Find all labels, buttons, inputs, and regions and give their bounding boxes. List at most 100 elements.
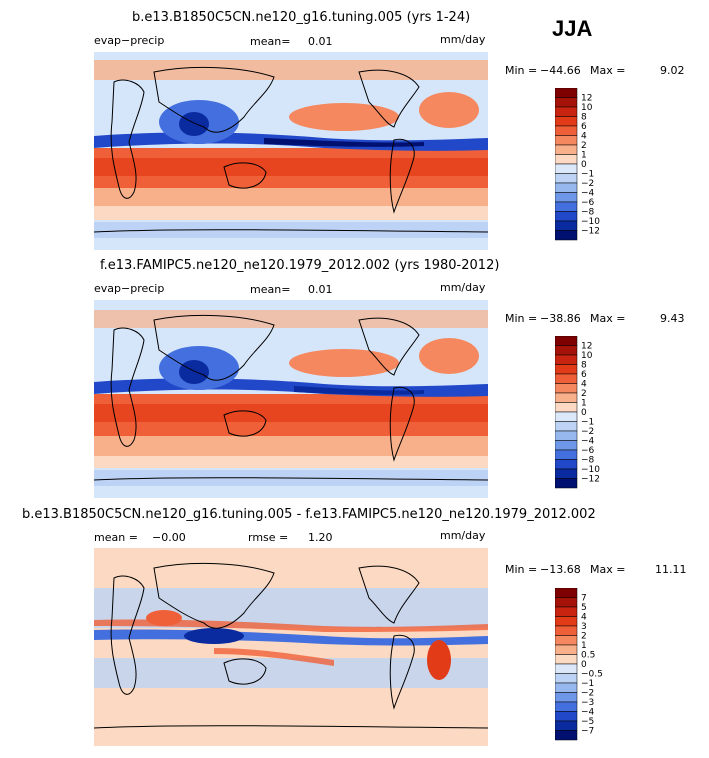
colorbar-tick-label: −8 (581, 208, 595, 218)
panel-1-title: b.e13.B1850C5CN.ne120_g16.tuning.005 (yr… (132, 10, 471, 25)
panel-2-min-value: −38.86 (540, 312, 581, 325)
panel-1-monsoon-core (179, 112, 209, 136)
colorbar-swatch (555, 211, 578, 222)
colorbar-tick-label: −10 (581, 217, 600, 227)
panel-2-max-value: 9.43 (660, 312, 685, 325)
colorbar-swatch (555, 625, 578, 636)
panel-2-min-label: Min = (505, 312, 538, 325)
panel-1-band (94, 206, 488, 220)
colorbar-swatch (555, 163, 578, 174)
colorbar-tick-label: 10 (581, 103, 593, 113)
colorbar-tick-label: −0.5 (581, 670, 603, 680)
panel-2-max-label: Max = (590, 312, 626, 325)
panel-3-min-label: Min = (505, 563, 538, 576)
colorbar-tick-label: 12 (581, 342, 592, 352)
panel-3-coastline (94, 725, 488, 729)
colorbar-tick-label: 4 (581, 132, 587, 142)
panel-3-min-value: −13.68 (540, 563, 581, 576)
colorbar-tick-label: 6 (581, 370, 587, 380)
panel-2-coastline (223, 410, 267, 437)
colorbar-tick-label: 2 (581, 389, 587, 399)
colorbar-swatch (555, 468, 578, 479)
panel-2-title: f.e13.FAMIPC5.ne120_ne120.1979_2012.002 … (100, 258, 500, 273)
panel-2-mean-value: 0.01 (308, 283, 333, 296)
colorbar-swatch (555, 106, 578, 117)
colorbar-swatch (555, 192, 578, 203)
panel-1-coastline (110, 79, 145, 199)
colorbar-swatch (555, 345, 578, 356)
panel-3-itcz-red (94, 619, 488, 632)
colorbar-swatch (555, 201, 578, 212)
panel-2-band (94, 310, 488, 328)
panel-1-coastline (94, 229, 488, 233)
panel-3-units: mm/day (440, 529, 486, 542)
colorbar-tick-label: 1 (581, 641, 587, 651)
colorbar-swatch (555, 135, 578, 146)
colorbar-tick-label: 5 (581, 603, 587, 613)
panel-3-map-background (94, 548, 488, 746)
colorbar-tick-label: −6 (581, 198, 595, 208)
colorbar-swatch (555, 644, 578, 655)
colorbar-tick-label: 8 (581, 113, 587, 123)
panel-3-warm-pool (184, 628, 244, 644)
colorbar-tick-label: 0 (581, 408, 587, 418)
panel-1-coastline (358, 69, 420, 128)
panel-3-colorbar-swatches (555, 588, 578, 741)
panel-1-min-label: Min = (505, 64, 538, 77)
colorbar-swatch (555, 411, 578, 422)
colorbar-swatch (555, 440, 578, 451)
colorbar-tick-label: 2 (581, 141, 587, 151)
panel-2-itcz-core (294, 386, 424, 395)
colorbar-swatch (555, 116, 578, 127)
colorbar-tick-label: 6 (581, 122, 587, 132)
colorbar-tick-label: 4 (581, 613, 587, 623)
colorbar-tick-label: 1 (581, 151, 587, 161)
colorbar-tick-label: 10 (581, 351, 593, 361)
panel-3-spcz-red (214, 648, 334, 666)
panel-1-coastline (153, 66, 275, 133)
panel-3-anomaly (427, 640, 451, 680)
panel-2-coastline (110, 327, 145, 447)
colorbar-tick-label: −4 (581, 437, 595, 447)
colorbar-swatch (555, 663, 578, 674)
panel-1-coastline (223, 162, 267, 189)
panel-1-itcz-core (264, 138, 424, 147)
panel-2-coastline (153, 314, 275, 381)
colorbar-tick-label: 2 (581, 632, 587, 642)
colorbar-tick-label: −6 (581, 446, 595, 456)
colorbar-tick-label: 3 (581, 622, 587, 632)
panel-2-band (94, 436, 488, 456)
colorbar-tick-label: −4 (581, 708, 595, 718)
colorbar-swatch (555, 478, 578, 489)
colorbar-tick-label: 8 (581, 361, 587, 371)
colorbar-tick-label: −2 (581, 689, 594, 699)
colorbar-swatch (555, 597, 578, 608)
colorbar-swatch (555, 720, 578, 731)
colorbar-tick-label: 0 (581, 160, 587, 170)
colorbar-swatch (555, 449, 578, 460)
panel-1-band (94, 158, 488, 176)
panel-2-band (94, 404, 488, 422)
colorbar-swatch (555, 364, 578, 375)
colorbar-swatch (555, 182, 578, 193)
colorbar-tick-label: 0 (581, 660, 587, 670)
colorbar-swatch (555, 606, 578, 617)
colorbar-swatch (555, 230, 578, 241)
colorbar-tick-label: 0.5 (581, 651, 595, 661)
colorbar-tick-label: −1 (581, 679, 594, 689)
panel-2-subtropical-high (289, 349, 399, 377)
panel-2-subtropical-high (419, 338, 479, 374)
colorbar-swatch (555, 459, 578, 470)
panel-1-max-label: Max = (590, 64, 626, 77)
colorbar-tick-label: 12 (581, 94, 592, 104)
colorbar-swatch (555, 701, 578, 712)
colorbar-tick-label: −1 (581, 418, 594, 428)
colorbar-swatch (555, 654, 578, 665)
panel-3-max-label: Max = (590, 563, 626, 576)
panel-1-mean-value: 0.01 (308, 35, 333, 48)
panel-3-band (94, 658, 488, 688)
panel-2-band (94, 456, 488, 468)
